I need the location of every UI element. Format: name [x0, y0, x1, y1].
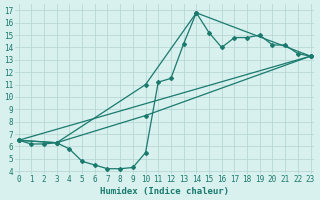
X-axis label: Humidex (Indice chaleur): Humidex (Indice chaleur)	[100, 187, 229, 196]
